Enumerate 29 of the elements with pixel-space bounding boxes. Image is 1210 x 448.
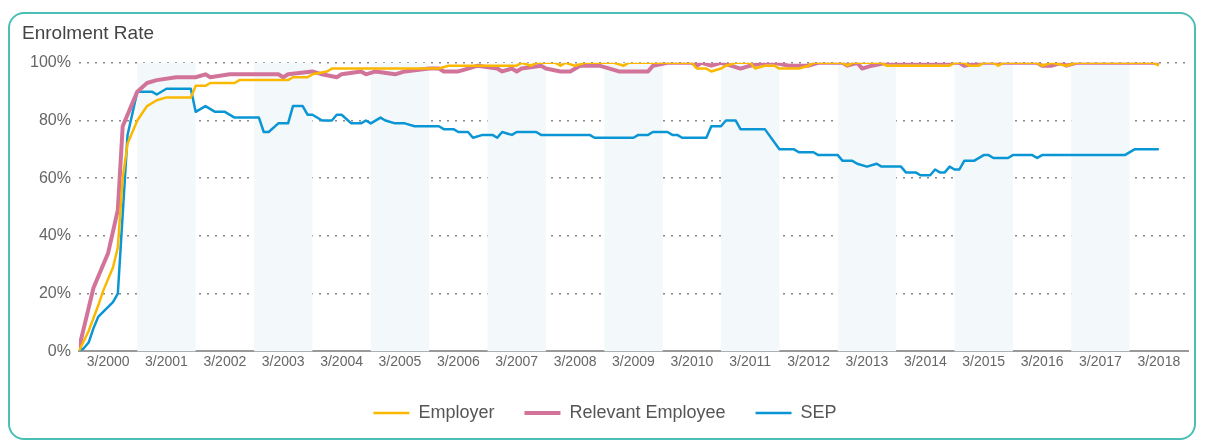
y-tick-label: 40%: [38, 226, 71, 244]
y-tick-label: 20%: [38, 283, 71, 301]
y-tick-label: 80%: [38, 110, 71, 128]
x-tick-label: 3/2000: [86, 353, 130, 370]
x-tick-label: 3/2014: [903, 353, 947, 370]
legend-label: Relevant Employee: [569, 401, 726, 422]
x-tick-label: 3/2016: [1020, 353, 1064, 370]
legend-label: Employer: [418, 401, 495, 422]
x-tick-label: 3/2009: [612, 353, 656, 370]
x-tick-label: 3/2008: [553, 353, 597, 370]
x-tick-label: 3/2005: [378, 353, 422, 370]
x-tick-label: 3/2018: [1137, 353, 1181, 370]
legend-label: SEP: [800, 401, 837, 422]
x-tick-label: 3/2015: [962, 353, 1006, 370]
x-tick-label: 3/2006: [436, 353, 480, 370]
chart-title: Enrolment Rate: [22, 21, 155, 43]
x-tick-label: 3/2017: [1079, 353, 1123, 370]
y-tick-label: 60%: [38, 168, 71, 186]
y-tick-label: 100%: [30, 53, 71, 71]
y-tick-label: 0%: [47, 341, 71, 359]
x-tick-label: 3/2011: [729, 353, 772, 370]
x-tick-label: 3/2012: [787, 353, 831, 370]
x-tick-label: 3/2003: [261, 353, 305, 370]
x-tick-label: 3/2001: [145, 353, 189, 370]
x-tick-label: 3/2004: [320, 353, 364, 370]
x-tick-label: 3/2010: [670, 353, 714, 370]
x-tick-label: 3/2013: [845, 353, 889, 370]
x-tick-label: 3/2007: [495, 353, 539, 370]
x-tick-label: 3/2002: [203, 353, 247, 370]
